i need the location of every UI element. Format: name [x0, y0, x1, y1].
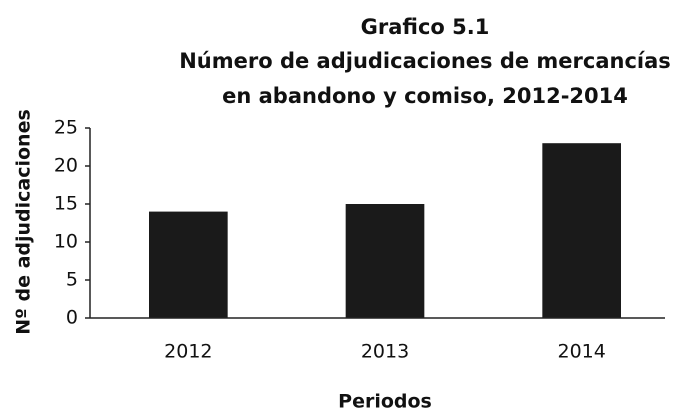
y-axis-title: Nº de adjudicaciones — [13, 109, 35, 335]
x-tick-label: 2014 — [557, 341, 605, 363]
x-tick-label: 2012 — [164, 341, 212, 363]
chart-title: Grafico 5.1 — [361, 15, 490, 39]
x-axis-title: Periodos — [338, 391, 432, 412]
bar — [345, 204, 425, 318]
bar — [542, 143, 621, 318]
y-tick-label: 10 — [54, 231, 78, 253]
y-tick-label: 0 — [66, 307, 78, 329]
bar — [149, 211, 228, 318]
chart-subtitle: Número de adjudicaciones de mercancías — [179, 49, 671, 73]
chart-subtitle: en abandono y comiso, 2012-2014 — [222, 84, 628, 108]
y-tick-label: 5 — [66, 269, 78, 291]
x-tick-label: 2013 — [361, 341, 409, 363]
y-tick-label: 25 — [54, 117, 78, 139]
y-tick-label: 20 — [54, 155, 78, 177]
y-tick-label: 15 — [54, 193, 78, 215]
